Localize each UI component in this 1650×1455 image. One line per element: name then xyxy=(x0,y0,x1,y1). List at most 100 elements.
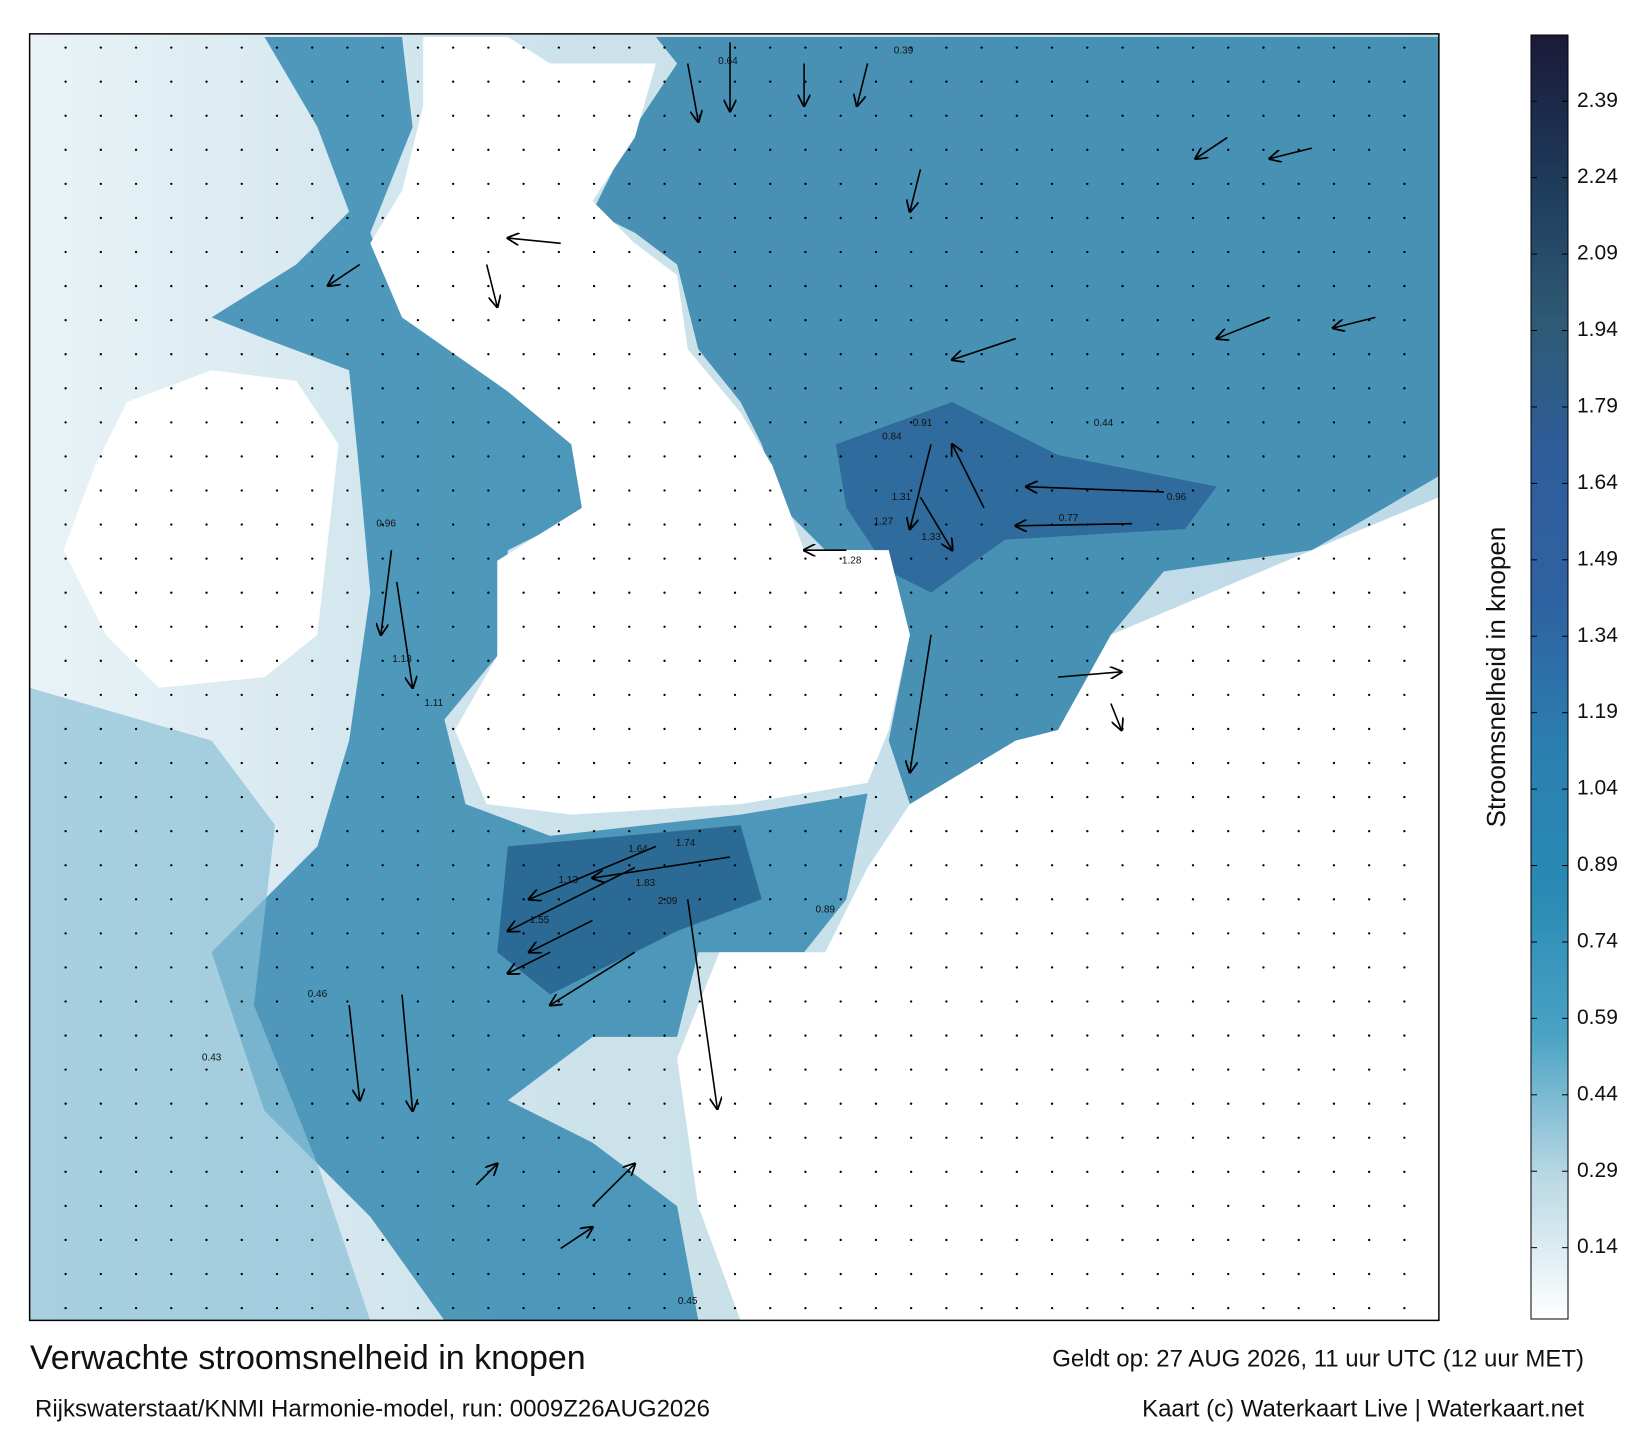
grid-dot xyxy=(839,659,842,662)
grid-dot xyxy=(1367,864,1371,867)
grid-dot xyxy=(980,250,983,254)
grid-dot xyxy=(64,1170,67,1174)
grid-dot xyxy=(311,1238,314,1242)
grid-dot xyxy=(592,898,596,901)
grid-dot xyxy=(205,1068,208,1071)
grid-dot xyxy=(205,421,208,424)
grid-dot xyxy=(346,557,349,560)
grid-dot xyxy=(909,455,913,458)
grid-dot xyxy=(64,966,67,969)
grid-dot xyxy=(839,932,842,935)
grid-dot xyxy=(1262,795,1265,799)
grid-dot xyxy=(522,1136,525,1139)
grid-dot xyxy=(1191,80,1195,83)
grid-dot xyxy=(804,659,807,662)
grid-dot xyxy=(1015,557,1019,560)
colorbar-tick-label: 0.59 xyxy=(1577,1006,1618,1029)
speed-label: 0.96 xyxy=(1167,492,1187,503)
current-arrow xyxy=(919,496,952,550)
grid-dot xyxy=(205,557,208,560)
grid-dot xyxy=(663,1238,666,1242)
grid-dot xyxy=(170,523,173,526)
colorbar-tick-label: 2.39 xyxy=(1577,89,1618,112)
grid-dot xyxy=(1156,966,1159,969)
grid-dot xyxy=(275,1102,279,1105)
grid-dot xyxy=(416,1034,420,1037)
grid-dot xyxy=(1156,387,1159,390)
grid-dot xyxy=(1191,216,1195,220)
grid-dot xyxy=(874,966,878,969)
grid-dot xyxy=(839,489,842,492)
grid-dot xyxy=(839,830,842,833)
grid-dot xyxy=(804,1068,807,1071)
grid-dot xyxy=(1015,1272,1019,1276)
grid-dot xyxy=(522,727,525,731)
grid-dot xyxy=(99,898,102,901)
grid-dot xyxy=(1297,1102,1300,1105)
grid-dot xyxy=(592,421,596,424)
grid-dot xyxy=(909,1170,913,1174)
grid-dot xyxy=(698,966,701,969)
grid-dot xyxy=(1015,80,1019,83)
grid-dot xyxy=(346,216,349,220)
grid-dot xyxy=(945,591,948,594)
grid-dot xyxy=(628,864,631,867)
grid-dot xyxy=(205,761,208,765)
grid-dot xyxy=(945,727,948,731)
grid-dot xyxy=(170,966,173,969)
grid-dot xyxy=(909,353,913,356)
grid-dot xyxy=(381,1238,384,1242)
grid-dot xyxy=(1262,727,1265,731)
grid-dot xyxy=(346,1170,349,1174)
grid-dot xyxy=(1015,353,1019,356)
grid-dot xyxy=(451,761,455,765)
grid-dot xyxy=(205,830,208,833)
grid-dot xyxy=(980,1102,983,1105)
grid-dot xyxy=(64,795,67,799)
grid-dot xyxy=(1262,1034,1265,1037)
grid-dot xyxy=(1015,727,1019,731)
grid-dot xyxy=(451,148,455,151)
grid-dot xyxy=(733,659,737,662)
grid-dot xyxy=(1191,864,1195,867)
grid-dot xyxy=(909,1102,913,1105)
grid-dot xyxy=(1332,864,1336,867)
grid-dot xyxy=(945,1272,948,1276)
grid-dot xyxy=(874,1034,878,1037)
grid-dot xyxy=(1262,830,1265,833)
speed-labels: 0.840.911.311.271.281.331.641.742.091.83… xyxy=(202,45,1187,1307)
grid-dot xyxy=(1156,1272,1159,1276)
grid-dot xyxy=(451,1238,455,1242)
grid-dot xyxy=(522,693,525,697)
grid-dot xyxy=(945,966,948,969)
grid-dot xyxy=(1086,46,1089,49)
grid-dot xyxy=(170,1238,173,1242)
grid-dot xyxy=(1332,659,1336,662)
grid-dot xyxy=(980,727,983,731)
grid-dot xyxy=(205,523,208,526)
grid-dot xyxy=(416,489,420,492)
grid-dot xyxy=(628,557,631,560)
grid-dot xyxy=(346,387,349,390)
grid-dot xyxy=(487,966,490,969)
grid-dot xyxy=(1403,80,1406,83)
grid-dot xyxy=(839,1170,842,1174)
grid-dot xyxy=(874,693,878,697)
grid-dot xyxy=(487,455,490,458)
current-arrow xyxy=(529,919,593,952)
grid-dot xyxy=(733,216,737,220)
grid-dot xyxy=(945,864,948,867)
grid-dot xyxy=(416,353,420,356)
grid-dot xyxy=(170,898,173,901)
grid-dot xyxy=(1262,557,1265,560)
grid-dot xyxy=(346,182,349,186)
grid-dot xyxy=(1332,727,1336,731)
grid-dot xyxy=(1191,591,1195,594)
grid-dot xyxy=(628,1034,631,1037)
grid-dot xyxy=(381,795,384,799)
grid-dot xyxy=(557,148,560,151)
grid-dot xyxy=(980,693,983,697)
current-arrow xyxy=(508,951,551,973)
grid-dot xyxy=(557,46,560,49)
grid-dot xyxy=(1050,591,1054,594)
